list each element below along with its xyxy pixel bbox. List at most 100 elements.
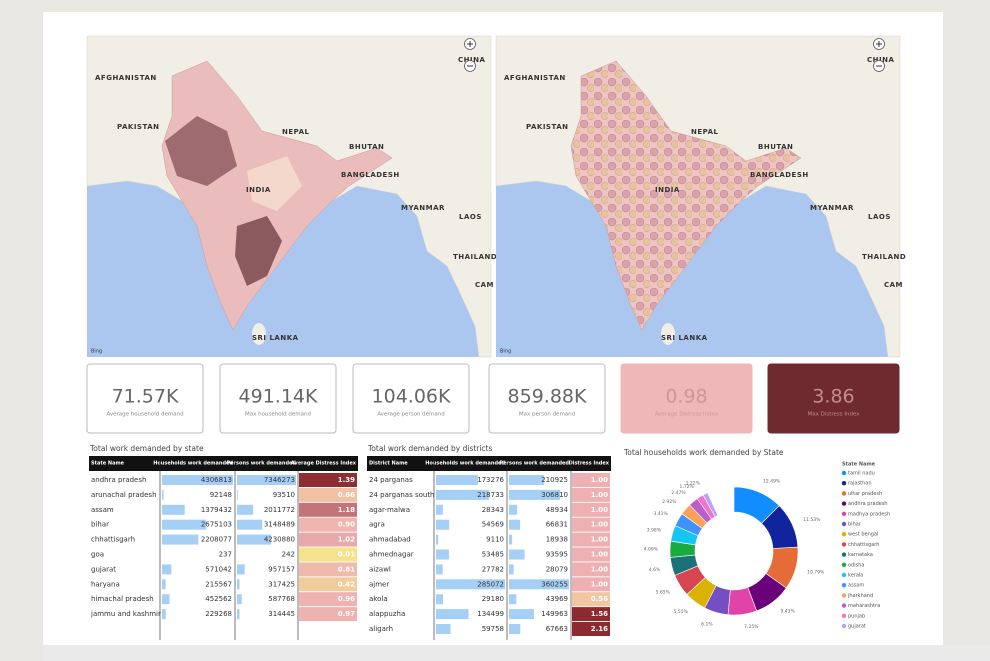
kpi-card [86, 363, 204, 434]
legend-item[interactable]: rajasthan [848, 481, 872, 487]
legend-item[interactable]: gujarat [848, 624, 866, 630]
cell-value: 149963 [541, 610, 568, 618]
region-light [247, 156, 302, 211]
cell-value: 53485 [482, 551, 504, 559]
legend-item[interactable]: chhattisgarh [848, 542, 879, 548]
legend-title: State Name [842, 462, 876, 468]
data-bar [436, 489, 489, 500]
data-bar [436, 519, 450, 530]
legend-item[interactable]: andhra pradesh [848, 501, 888, 507]
legend-item[interactable]: karnataka [848, 552, 873, 558]
column-header[interactable]: Households work demanded [153, 461, 233, 467]
data-bar [436, 564, 443, 575]
island [661, 323, 675, 345]
data-bar [509, 549, 525, 560]
cell-value: 92148 [210, 491, 232, 499]
map-label: NEPAL [691, 128, 719, 136]
legend-item[interactable]: odisha [848, 562, 864, 568]
cell-value: 317425 [268, 580, 295, 588]
cell-value: 1.00 [591, 491, 608, 499]
data-bar [509, 475, 545, 485]
map-label: AFGHANISTAN [504, 74, 566, 82]
legend-item[interactable]: maharashtra [848, 603, 880, 609]
map-label: INDIA [246, 186, 271, 194]
cell-value: 1.00 [591, 536, 608, 544]
cell-value: 242 [282, 551, 295, 559]
map-label: INDIA [655, 186, 680, 194]
cell-value: 4306813 [201, 476, 232, 484]
cell-value: 1379432 [201, 506, 232, 514]
row-name: goa [91, 551, 104, 559]
data-label: 2.47% [671, 490, 686, 496]
heat-cell [299, 502, 357, 517]
cell-value: 306810 [541, 491, 568, 499]
table-header [89, 456, 358, 471]
column-header[interactable]: State Name [91, 461, 125, 467]
legend-item[interactable]: kerala [848, 573, 863, 579]
map[interactable]: AFGHANISTAN PAKISTAN CHINA NEPAL BHUTAN BANGL… [86, 35, 497, 358]
column-header[interactable]: Persons work demanded [500, 461, 570, 467]
row-name: gujarat [91, 565, 116, 573]
row-name: himachal pradesh [91, 595, 154, 603]
map-label: CAM [475, 281, 494, 289]
heat-cell [572, 592, 610, 607]
kpi-row: 71.57K Average household demand 491.14K Max… [86, 363, 900, 434]
legend-item[interactable]: tamil nadu [848, 471, 875, 477]
cell-value: 0.97 [338, 610, 355, 618]
row-name: 24 parganas [369, 476, 413, 484]
data-label: 4.09% [644, 546, 659, 552]
column-header[interactable]: Average Distress Index [291, 461, 357, 467]
column-header[interactable]: Distress Index [569, 461, 610, 467]
donut-slice[interactable] [702, 492, 719, 518]
kpi-label: Max Distress Index [807, 412, 860, 418]
map-label: BHUTAN [758, 143, 793, 151]
cell-value: 48934 [546, 506, 569, 514]
heat-cell [572, 607, 610, 622]
cell-value: 0.90 [338, 521, 355, 529]
legend-item[interactable]: jharkhand [847, 593, 873, 599]
column-header[interactable]: District Name [369, 461, 408, 467]
cell-value: 1.39 [338, 476, 355, 484]
row-name: aizawl [369, 565, 391, 573]
row-name: ahmednagar [369, 551, 414, 559]
data-label: 2.92% [662, 499, 677, 505]
legend-swatch [841, 532, 847, 537]
cell-value: 18938 [546, 536, 568, 544]
bottom-bar [43, 645, 990, 661]
data-bar [237, 609, 240, 620]
cell-value: 4230880 [264, 536, 295, 544]
legend-swatch [841, 521, 847, 527]
cell-value: 0.81 [338, 565, 355, 573]
cell-value: 66831 [546, 521, 568, 529]
legend-swatch [841, 603, 847, 608]
map-logo: Bing [91, 349, 102, 355]
legend-item[interactable]: madhya pradesh [848, 511, 890, 517]
legend-item[interactable]: assam [848, 583, 864, 589]
legend-item[interactable]: bihar [848, 522, 862, 528]
island [252, 323, 266, 345]
heat-cell [572, 562, 610, 577]
legend-item[interactable]: uttar pradesh [848, 491, 882, 497]
cell-value: 3148489 [264, 521, 295, 529]
legend-item[interactable]: west bengal [848, 532, 878, 538]
data-bar [162, 475, 233, 485]
legend-swatch [841, 511, 847, 516]
cell-value: 2.16 [591, 625, 608, 633]
row-name: assam [91, 506, 114, 514]
heat-cell [299, 577, 357, 592]
legend-item[interactable]: punjab [848, 613, 865, 619]
cell-value: 2011772 [264, 506, 295, 514]
kpi-value: 3.86 [812, 386, 854, 408]
column-header[interactable]: Households work demanded [425, 461, 505, 467]
cell-value: 1.00 [591, 551, 608, 559]
heat-cell [299, 547, 357, 562]
cell-value: 9110 [486, 536, 504, 544]
legend-swatch [841, 583, 847, 588]
column-header[interactable]: Persons work demanded [227, 461, 297, 467]
heat-cell [572, 517, 610, 532]
cell-value: 134499 [477, 610, 504, 618]
kpi-label: Average person demand [377, 412, 445, 418]
map[interactable]: AFGHANISTAN PAKISTAN CHINA NEPAL BHUTAN BANGL… [495, 35, 906, 358]
row-name: agar-malwa [369, 506, 410, 514]
